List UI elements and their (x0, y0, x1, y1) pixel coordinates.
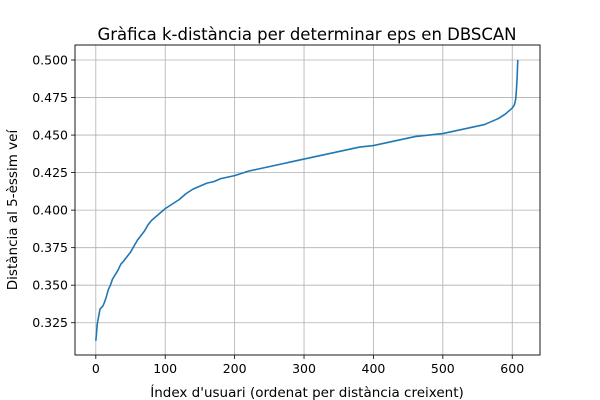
y-tick-label: 0.475 (32, 90, 68, 105)
x-tick-label: 400 (362, 361, 386, 376)
plot-frame (74, 44, 541, 356)
y-tick-label: 0.450 (32, 128, 68, 143)
tick-layer: 0 100 200 300 400 500 600 0.325 0.350 0.375 0.400 0… (32, 53, 524, 376)
y-tick-label: 0.500 (32, 53, 68, 68)
series-layer (95, 59, 519, 341)
x-tick-label: 600 (500, 361, 524, 376)
y-axis-label: Distància al 5-èssim veí (5, 129, 21, 291)
x-axis-label: Índex d'usuari (ordenat per distància cr… (150, 384, 464, 400)
k-distance-line (95, 59, 519, 341)
x-tick-label: 0 (92, 361, 100, 376)
y-tick-label: 0.400 (32, 203, 68, 218)
chart-title: Gràfica k-distància per determinar eps e… (97, 25, 516, 44)
x-tick-label: 200 (223, 361, 247, 376)
y-tick-label: 0.325 (32, 315, 68, 330)
x-tick-label: 300 (292, 361, 316, 376)
axes (74, 44, 541, 356)
grid (75, 45, 540, 355)
x-tick-label: 500 (431, 361, 455, 376)
y-tick-label: 0.425 (32, 165, 68, 180)
y-tick-label: 0.350 (32, 278, 68, 293)
x-tick-label: 100 (153, 361, 177, 376)
y-tick-label: 0.375 (32, 240, 68, 255)
